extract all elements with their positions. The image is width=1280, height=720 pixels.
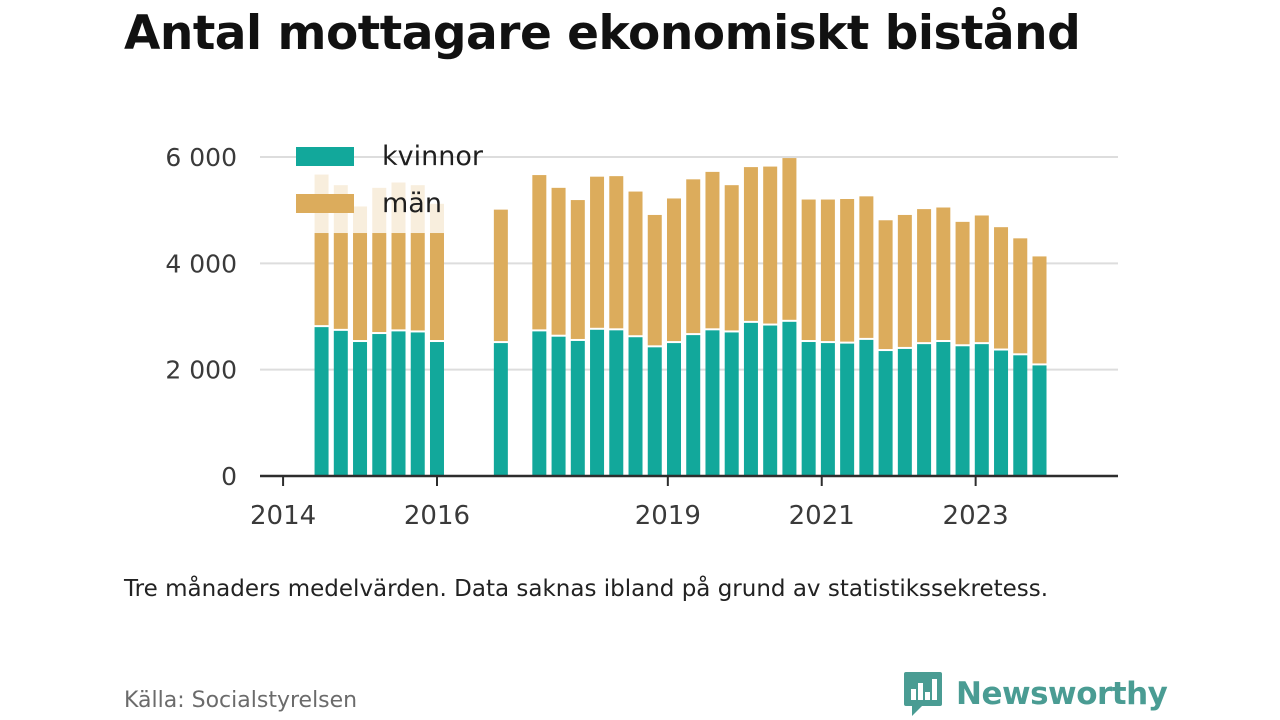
bar-kvinnor [551, 336, 566, 476]
bar-man [840, 199, 855, 342]
bar-man [878, 220, 893, 350]
bar-kvinnor [666, 343, 681, 476]
legend-label: kvinnor [382, 141, 484, 172]
bar-kvinnor [647, 347, 662, 476]
bar-kvinnor [782, 321, 797, 476]
bar-kvinnor [743, 322, 758, 476]
bar-kvinnor [532, 331, 547, 476]
bar-kvinnor [897, 348, 912, 476]
bar-man [628, 191, 643, 336]
y-tick-label: 0 [221, 462, 237, 491]
bar-man [590, 176, 605, 328]
bar-kvinnor [391, 331, 406, 476]
bar-man [955, 221, 970, 345]
bar-man [570, 200, 585, 339]
bar-man [917, 209, 932, 343]
bar-man [372, 233, 387, 333]
bar-kvinnor [410, 332, 425, 476]
y-tick-label: 4 000 [165, 249, 237, 278]
bar-man [936, 207, 951, 341]
bar-kvinnor [628, 337, 643, 476]
bar-man [1032, 256, 1047, 364]
bar-man [314, 233, 329, 326]
bar-kvinnor [917, 344, 932, 476]
bar-kvinnor [314, 327, 329, 476]
bar-man [410, 233, 425, 331]
bar-kvinnor [878, 351, 893, 476]
bar-man [429, 233, 444, 341]
bar-kvinnor [493, 343, 508, 476]
x-tick-label: 2014 [250, 501, 316, 531]
bar-kvinnor [1032, 365, 1047, 476]
bar-man [763, 166, 778, 324]
bar-man [859, 196, 874, 338]
x-tick-label: 2021 [789, 501, 855, 531]
bar-man [532, 175, 547, 330]
bar-man [353, 233, 368, 341]
bar-kvinnor [974, 344, 989, 476]
bar-kvinnor [763, 325, 778, 476]
faded-bar [429, 203, 444, 234]
x-tick-label: 2023 [943, 501, 1009, 531]
x-tick-label: 2019 [635, 501, 701, 531]
newsworthy-brand[interactable]: Newsworthy [902, 670, 1168, 718]
bar-kvinnor [724, 332, 739, 476]
legend-swatch-man [296, 194, 354, 213]
bar-kvinnor [372, 334, 387, 476]
bar-man [743, 167, 758, 321]
bar-man [609, 176, 624, 329]
bar-man [647, 214, 662, 346]
bar-man [994, 227, 1009, 349]
faded-bar [410, 185, 425, 234]
bar-man [333, 233, 348, 329]
chart-title: Antal mottagare ekonomiskt bistånd [124, 6, 1081, 61]
bar-kvinnor [840, 343, 855, 476]
legend-swatch-kvinnor [296, 147, 354, 166]
bar-kvinnor [570, 340, 585, 476]
bar-man [1013, 238, 1028, 354]
bar-kvinnor [859, 339, 874, 476]
bar-kvinnor [609, 330, 624, 476]
bar-kvinnor [820, 343, 835, 476]
source-label: Källa: Socialstyrelsen [124, 688, 358, 713]
bar-kvinnor [686, 335, 701, 476]
bar-man [974, 215, 989, 343]
brand-name: Newsworthy [956, 676, 1168, 712]
newsworthy-logo-icon [904, 672, 942, 716]
bar-kvinnor [705, 330, 720, 476]
bar-kvinnor [590, 329, 605, 476]
bar-man [551, 187, 566, 335]
bar-man [782, 158, 797, 320]
faded-bar [353, 206, 368, 234]
y-tick-label: 2 000 [165, 356, 237, 385]
faded-bar [391, 182, 406, 234]
bar-kvinnor [801, 342, 816, 476]
bar-kvinnor [994, 350, 1009, 476]
bar-man [493, 209, 508, 342]
bar-man [391, 233, 406, 330]
y-tick-label: 6 000 [165, 143, 237, 172]
chart-note: Tre månaders medelvärden. Data saknas ib… [124, 576, 1049, 602]
x-tick-label: 2016 [404, 501, 470, 531]
legend-label: män [382, 188, 442, 219]
bar-kvinnor [333, 330, 348, 476]
bar-kvinnor [955, 346, 970, 476]
bar-kvinnor [353, 342, 368, 476]
faded-bar [372, 187, 387, 234]
bar-kvinnor [936, 342, 951, 476]
bar-man [666, 198, 681, 342]
bar-man [724, 185, 739, 331]
bar-man [820, 199, 835, 342]
bar-kvinnor [429, 342, 444, 476]
bar-man [686, 179, 701, 334]
bar-man [897, 214, 912, 347]
bar-kvinnor [1013, 355, 1028, 476]
bar-man [705, 171, 720, 329]
bar-man [801, 199, 816, 341]
